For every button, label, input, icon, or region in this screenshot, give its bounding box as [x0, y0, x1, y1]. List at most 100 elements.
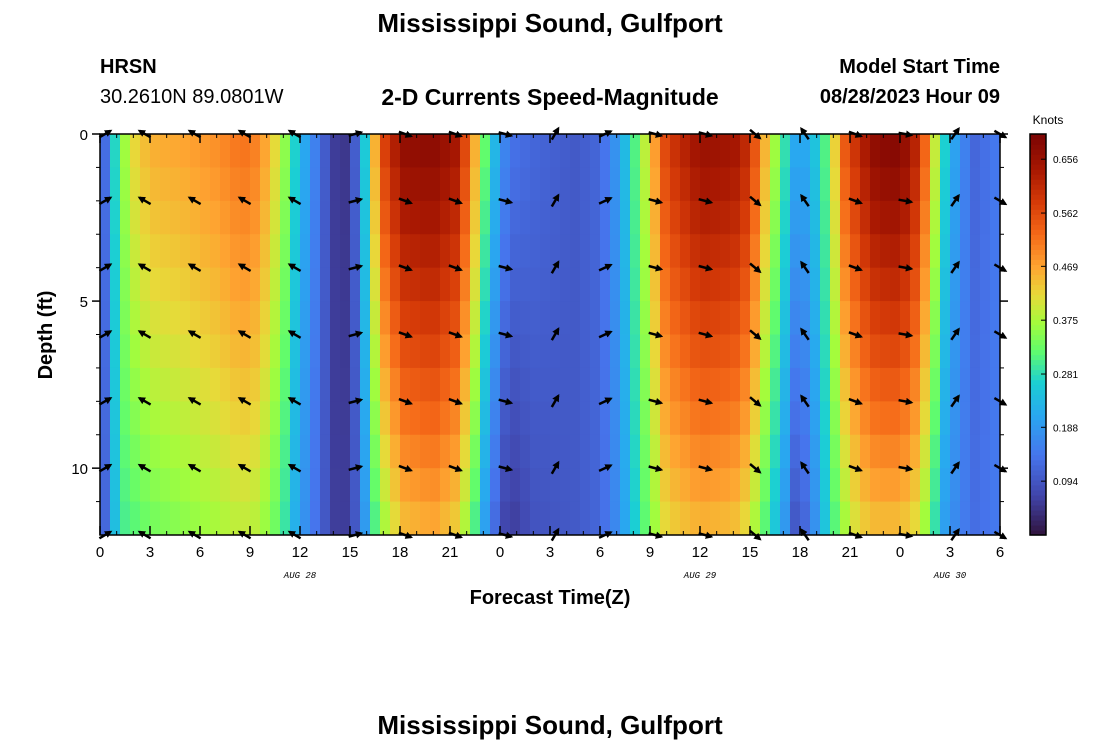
- heatmap-cell: [780, 301, 791, 336]
- heatmap-cell: [960, 167, 971, 202]
- heatmap-cell: [870, 200, 881, 235]
- current-vector-arrow: [598, 397, 613, 406]
- heatmap-cell: [540, 267, 551, 302]
- heatmap-cell: [380, 367, 391, 402]
- heatmap-cell: [550, 267, 561, 302]
- heatmap-cell: [480, 501, 491, 535]
- heatmap-cell: [920, 234, 931, 269]
- heatmap-cell: [370, 434, 381, 469]
- heatmap-cell: [520, 468, 531, 503]
- heatmap-cell: [850, 501, 861, 535]
- heatmap-cell: [530, 167, 541, 202]
- heatmap-cell: [550, 434, 561, 469]
- heatmap-cell: [480, 334, 491, 369]
- heatmap-cell: [900, 267, 911, 302]
- heatmap-cell: [320, 134, 331, 169]
- current-vector-arrow: [648, 331, 664, 339]
- heatmap-cell: [290, 134, 301, 169]
- heatmap-cell: [350, 301, 361, 336]
- heatmap-cell: [690, 334, 701, 369]
- heatmap-cell: [820, 267, 831, 302]
- heatmap-cell: [350, 401, 361, 436]
- heatmap-cell: [230, 267, 241, 302]
- heatmap-cell: [290, 434, 301, 469]
- colorbar-segment: [1030, 514, 1046, 521]
- heatmap-cell: [170, 134, 181, 169]
- heatmap-cell: [330, 234, 341, 269]
- heatmap-cell: [160, 301, 171, 336]
- heatmap-cell: [320, 301, 331, 336]
- heatmap-cell: [310, 401, 321, 436]
- heatmap-cell: [680, 267, 691, 302]
- current-vector-arrow: [348, 263, 364, 272]
- heatmap-cell: [900, 200, 911, 235]
- heatmap-cell: [970, 267, 981, 302]
- heatmap-cell: [730, 134, 741, 169]
- current-vector-arrow: [648, 531, 664, 539]
- colorbar-segment: [1030, 509, 1046, 516]
- heatmap-cell: [620, 234, 631, 269]
- heatmap-cell: [930, 301, 941, 336]
- heatmap-cell: [640, 301, 651, 336]
- heatmap-cell: [330, 301, 341, 336]
- heatmap-cell: [130, 134, 141, 169]
- heatmap-cell: [970, 334, 981, 369]
- heatmap-cell: [930, 434, 941, 469]
- heatmap-cell: [880, 134, 891, 169]
- heatmap-cell: [510, 167, 521, 202]
- heatmap-cell: [210, 234, 221, 269]
- heatmap-cell: [660, 501, 671, 535]
- heatmap-cell: [740, 367, 751, 402]
- current-vector-arrow: [848, 531, 863, 539]
- heatmap-cell: [310, 167, 321, 202]
- heatmap-cell: [800, 134, 811, 169]
- heatmap-cell: [250, 301, 261, 336]
- heatmap-cell: [680, 401, 691, 436]
- heatmap-cell: [430, 401, 441, 436]
- heatmap-cell: [200, 501, 211, 535]
- heatmap-cell: [630, 468, 641, 503]
- x-tick-label: 3: [546, 544, 554, 561]
- y-tick-label: 5: [80, 294, 88, 311]
- heatmap-cell: [600, 234, 611, 269]
- heatmap-cell: [970, 167, 981, 202]
- heatmap-cell: [510, 367, 521, 402]
- heatmap-cell: [490, 134, 501, 169]
- station-coordinates: 30.2610N 89.0801W: [100, 86, 284, 108]
- date-label: AUG 30: [933, 571, 967, 581]
- heatmap-cell: [750, 434, 761, 469]
- heatmap-cell: [640, 401, 651, 436]
- heatmap-cell: [280, 234, 291, 269]
- heatmap-cell: [440, 267, 451, 302]
- current-vector-arrow: [648, 264, 664, 272]
- heatmap-cell: [710, 301, 721, 336]
- heatmap-cell: [550, 367, 561, 402]
- heatmap-cell: [730, 167, 741, 202]
- heatmap-cell: [760, 200, 771, 235]
- heatmap-cell: [930, 134, 941, 169]
- heatmap-cell: [430, 134, 441, 169]
- heatmap-cell: [340, 267, 351, 302]
- current-vectors: [98, 126, 1008, 542]
- heatmap-cell: [170, 234, 181, 269]
- heatmap-cell: [340, 301, 351, 336]
- heatmap-cell: [960, 334, 971, 369]
- heatmap-cell: [670, 401, 681, 436]
- heatmap-cell: [640, 267, 651, 302]
- heatmap-cell: [720, 234, 731, 269]
- heatmap-cell: [410, 134, 421, 169]
- heatmap-cell: [250, 434, 261, 469]
- heatmap-cell: [200, 401, 211, 436]
- heatmap-cell: [300, 234, 311, 269]
- heatmap-cell: [160, 200, 171, 235]
- current-vector-arrow: [187, 530, 202, 540]
- heatmap-cell: [540, 301, 551, 336]
- heatmap-cell: [560, 301, 571, 336]
- heatmap-cell: [220, 234, 231, 269]
- heatmap-cell: [860, 301, 871, 336]
- heatmap-cell: [780, 267, 791, 302]
- heatmap-cell: [490, 167, 501, 202]
- heatmap-cell: [410, 301, 421, 336]
- current-vector-arrow: [287, 196, 302, 206]
- heatmap-cell: [510, 267, 521, 302]
